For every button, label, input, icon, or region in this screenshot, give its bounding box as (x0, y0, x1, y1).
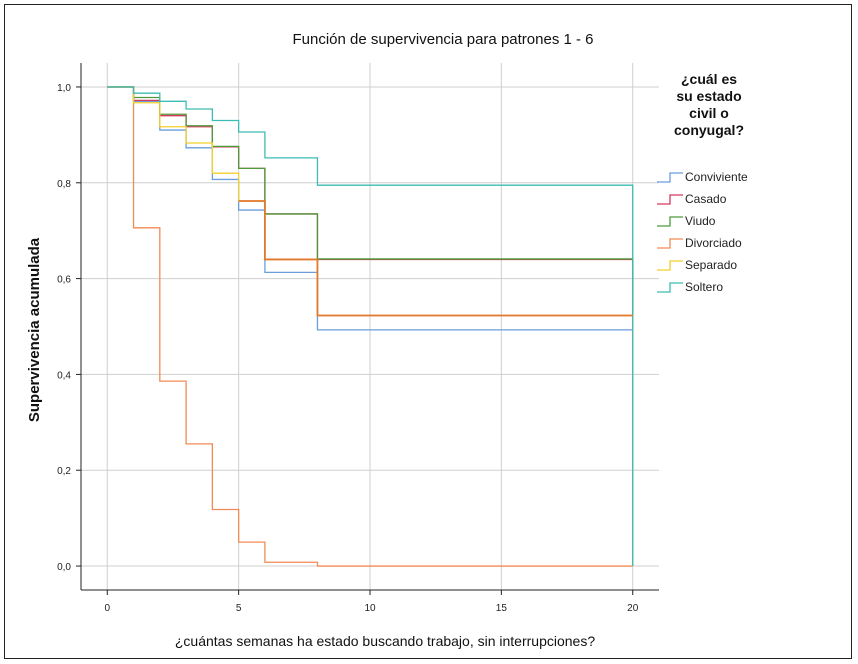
x-axis-label: ¿cuántas semanas ha estado buscando trab… (175, 633, 595, 649)
legend-label: Separado (685, 258, 737, 272)
series-line-divorciado (107, 86, 633, 567)
legend-swatch (657, 216, 683, 227)
chart-frame: 0 5 10 15 20 0,0 0,2 0,4 0,6 0,8 1,0 Función de su… (4, 4, 852, 659)
legend-swatch (657, 282, 683, 293)
y-tick-label: 0,2 (57, 466, 71, 477)
axes (76, 63, 659, 595)
legend-label: Soltero (685, 280, 723, 294)
y-axis-label: Supervivencia acumulada (26, 237, 43, 422)
legend-title-line: su estado (676, 88, 741, 104)
y-tick-label: 0,4 (57, 370, 71, 381)
chart-title: Función de supervivencia para patrones 1… (292, 31, 593, 48)
x-tick-label: 0 (104, 603, 110, 614)
legend-title-line: conyugal? (674, 122, 744, 138)
overlap-line (238, 200, 633, 317)
legend-title-line: civil o (689, 105, 729, 121)
tick-labels: 0 5 10 15 20 0,0 0,2 0,4 0,6 0,8 1,0 (57, 83, 639, 614)
legend-label: Divorciado (685, 236, 742, 250)
y-tick-label: 1,0 (57, 83, 71, 94)
legend-label: Casado (685, 192, 727, 206)
x-tick-label: 10 (364, 603, 376, 614)
legend-title-line: ¿cuál es (681, 71, 737, 87)
legend-swatch (657, 172, 683, 183)
survival-chart: 0 5 10 15 20 0,0 0,2 0,4 0,6 0,8 1,0 Función de su… (26, 31, 748, 649)
legend-swatch (657, 260, 683, 271)
y-tick-label: 0,6 (57, 275, 71, 286)
legend-swatch (657, 194, 683, 205)
legend-label: Viudo (685, 214, 716, 228)
x-tick-label: 20 (627, 603, 639, 614)
series-line-soltero (107, 86, 634, 567)
x-tick-label: 5 (236, 603, 242, 614)
legend-label: Conviviente (685, 170, 748, 184)
y-tick-label: 0,8 (57, 179, 71, 190)
legend-swatch (657, 238, 683, 249)
grid-lines (81, 63, 659, 590)
y-tick-label: 0,0 (57, 562, 71, 573)
series-layer (107, 86, 634, 567)
x-tick-label: 15 (496, 603, 508, 614)
